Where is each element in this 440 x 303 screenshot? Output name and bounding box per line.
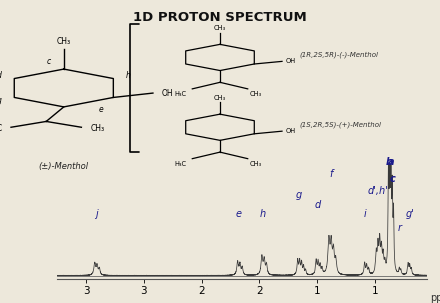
Text: CH₃: CH₃: [214, 95, 226, 101]
Text: CH₃: CH₃: [214, 25, 226, 31]
Text: b: b: [385, 157, 392, 167]
Text: f: f: [330, 168, 333, 178]
Text: (1S,2R,5S)-(+)-Menthol: (1S,2R,5S)-(+)-Menthol: [299, 121, 381, 128]
Text: d: d: [315, 200, 321, 210]
Text: CH₃: CH₃: [57, 37, 71, 46]
Text: i: i: [363, 209, 367, 219]
Text: h: h: [126, 71, 131, 80]
Text: OH: OH: [162, 88, 173, 98]
Text: g': g': [406, 209, 414, 219]
Text: e: e: [235, 209, 242, 219]
Text: CH₃: CH₃: [90, 124, 104, 133]
Text: CH₃: CH₃: [249, 161, 262, 167]
Text: g: g: [0, 96, 1, 105]
Text: c: c: [390, 174, 396, 184]
Text: h: h: [260, 209, 266, 219]
Text: ppm: ppm: [430, 293, 440, 303]
Text: r: r: [398, 223, 402, 233]
Text: c: c: [46, 57, 51, 66]
Text: H₃C: H₃C: [174, 92, 187, 98]
Text: (1R,2S,5R)-(-)-Menthol: (1R,2S,5R)-(-)-Menthol: [299, 52, 378, 58]
Text: g: g: [296, 191, 302, 201]
Text: OH: OH: [286, 58, 296, 64]
Text: j: j: [95, 209, 98, 219]
Text: H₃C: H₃C: [174, 161, 187, 167]
Text: H₃C: H₃C: [0, 124, 2, 133]
Text: 1D PROTON SPECTRUM: 1D PROTON SPECTRUM: [133, 11, 307, 24]
Text: d',h': d',h': [368, 186, 389, 196]
Text: CH₃: CH₃: [249, 92, 262, 98]
Text: (±)-Menthol: (±)-Menthol: [39, 162, 89, 171]
Text: e: e: [99, 105, 103, 114]
Text: OH: OH: [286, 128, 296, 134]
Text: a: a: [388, 157, 394, 167]
Text: d: d: [0, 71, 1, 80]
